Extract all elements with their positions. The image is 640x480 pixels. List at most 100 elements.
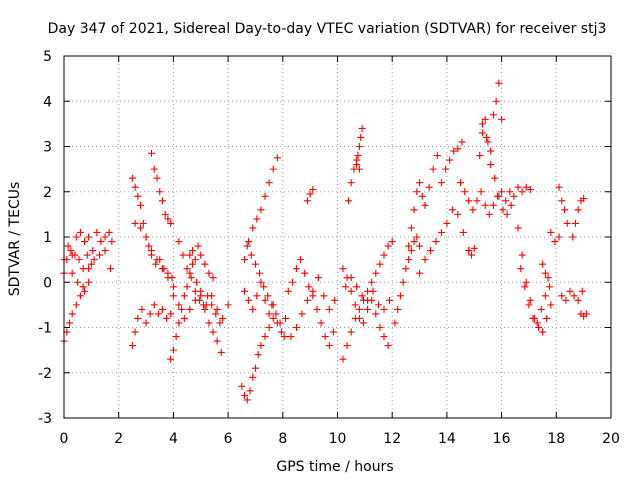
- series-arc-40: [539, 260, 552, 282]
- data-point: [197, 251, 205, 259]
- data-point: [503, 210, 511, 218]
- data-point: [325, 305, 333, 313]
- series-arc-34: [465, 244, 478, 259]
- x-tick-label: 16: [493, 431, 511, 447]
- data-point: [446, 156, 454, 164]
- data-point: [178, 305, 186, 313]
- data-point: [68, 269, 76, 277]
- data-point: [353, 161, 361, 169]
- data-point: [201, 260, 209, 268]
- data-point: [142, 233, 150, 241]
- data-point: [134, 192, 142, 200]
- x-tick-label: 2: [114, 431, 123, 447]
- data-point: [529, 314, 537, 322]
- data-point: [251, 260, 259, 268]
- data-point: [558, 292, 566, 300]
- data-point: [243, 242, 251, 250]
- data-point: [342, 283, 350, 291]
- data-point: [186, 251, 194, 259]
- data-point: [172, 333, 180, 341]
- data-point: [175, 301, 183, 309]
- series-arc-09: [167, 260, 225, 363]
- data-point: [489, 111, 497, 119]
- series-arc-16: [243, 242, 288, 341]
- data-point: [90, 256, 98, 264]
- data-point: [241, 287, 249, 295]
- data-point: [245, 296, 253, 304]
- data-point: [301, 269, 309, 277]
- data-point: [313, 305, 321, 313]
- data-point: [539, 260, 547, 268]
- data-point: [481, 115, 489, 123]
- data-point: [416, 242, 424, 250]
- data-point: [484, 138, 492, 146]
- data-point: [574, 296, 582, 304]
- data-point: [507, 201, 515, 209]
- data-point: [193, 278, 201, 286]
- data-point: [454, 145, 462, 153]
- data-point: [253, 292, 261, 300]
- data-point: [249, 224, 257, 232]
- data-point: [128, 174, 136, 182]
- data-point: [492, 97, 500, 105]
- data-point: [284, 287, 292, 295]
- data-point: [320, 292, 328, 300]
- data-point: [495, 79, 503, 87]
- data-point: [139, 219, 147, 227]
- data-point: [179, 251, 187, 259]
- x-tick-label: 4: [169, 431, 178, 447]
- data-point: [454, 210, 462, 218]
- data-point: [191, 296, 199, 304]
- data-point: [202, 301, 210, 309]
- data-point: [243, 396, 251, 404]
- data-point: [254, 351, 262, 359]
- data-point: [101, 233, 109, 241]
- data-point: [339, 355, 347, 363]
- data-point: [384, 242, 392, 250]
- data-point: [561, 206, 569, 214]
- data-point: [353, 283, 361, 291]
- data-point: [153, 174, 161, 182]
- data-point: [280, 333, 288, 341]
- x-tick-label: 10: [329, 431, 347, 447]
- data-point: [264, 292, 272, 300]
- data-point: [68, 310, 76, 318]
- data-point: [145, 242, 153, 250]
- series-arc-28: [437, 138, 466, 187]
- data-point: [355, 143, 363, 150]
- data-point: [201, 305, 209, 313]
- data-point: [407, 224, 415, 232]
- data-point: [303, 296, 311, 304]
- data-point: [241, 256, 249, 264]
- series-arc-11: [169, 287, 232, 322]
- data-point: [71, 251, 79, 259]
- data-point: [569, 233, 577, 241]
- data-point: [421, 256, 429, 264]
- data-point: [339, 265, 347, 273]
- data-point: [212, 310, 220, 318]
- data-point: [183, 265, 191, 273]
- data-point: [265, 324, 273, 331]
- data-point: [158, 305, 166, 313]
- data-point: [410, 206, 418, 214]
- data-point: [502, 197, 510, 205]
- data-point: [169, 346, 177, 354]
- series-arc-37: [558, 287, 586, 304]
- data-point: [405, 256, 413, 264]
- data-point: [269, 314, 277, 322]
- data-point: [303, 197, 311, 205]
- data-point: [541, 269, 549, 277]
- series-arc-30: [476, 79, 506, 160]
- data-point: [570, 292, 578, 300]
- data-point: [380, 333, 388, 341]
- grid-lines: [64, 56, 611, 418]
- data-point: [167, 219, 175, 227]
- data-point: [273, 154, 281, 162]
- data-point: [205, 319, 213, 327]
- data-point: [478, 120, 486, 128]
- data-point: [128, 342, 136, 350]
- data-point: [535, 324, 543, 331]
- data-point: [76, 292, 84, 300]
- data-point: [105, 228, 113, 236]
